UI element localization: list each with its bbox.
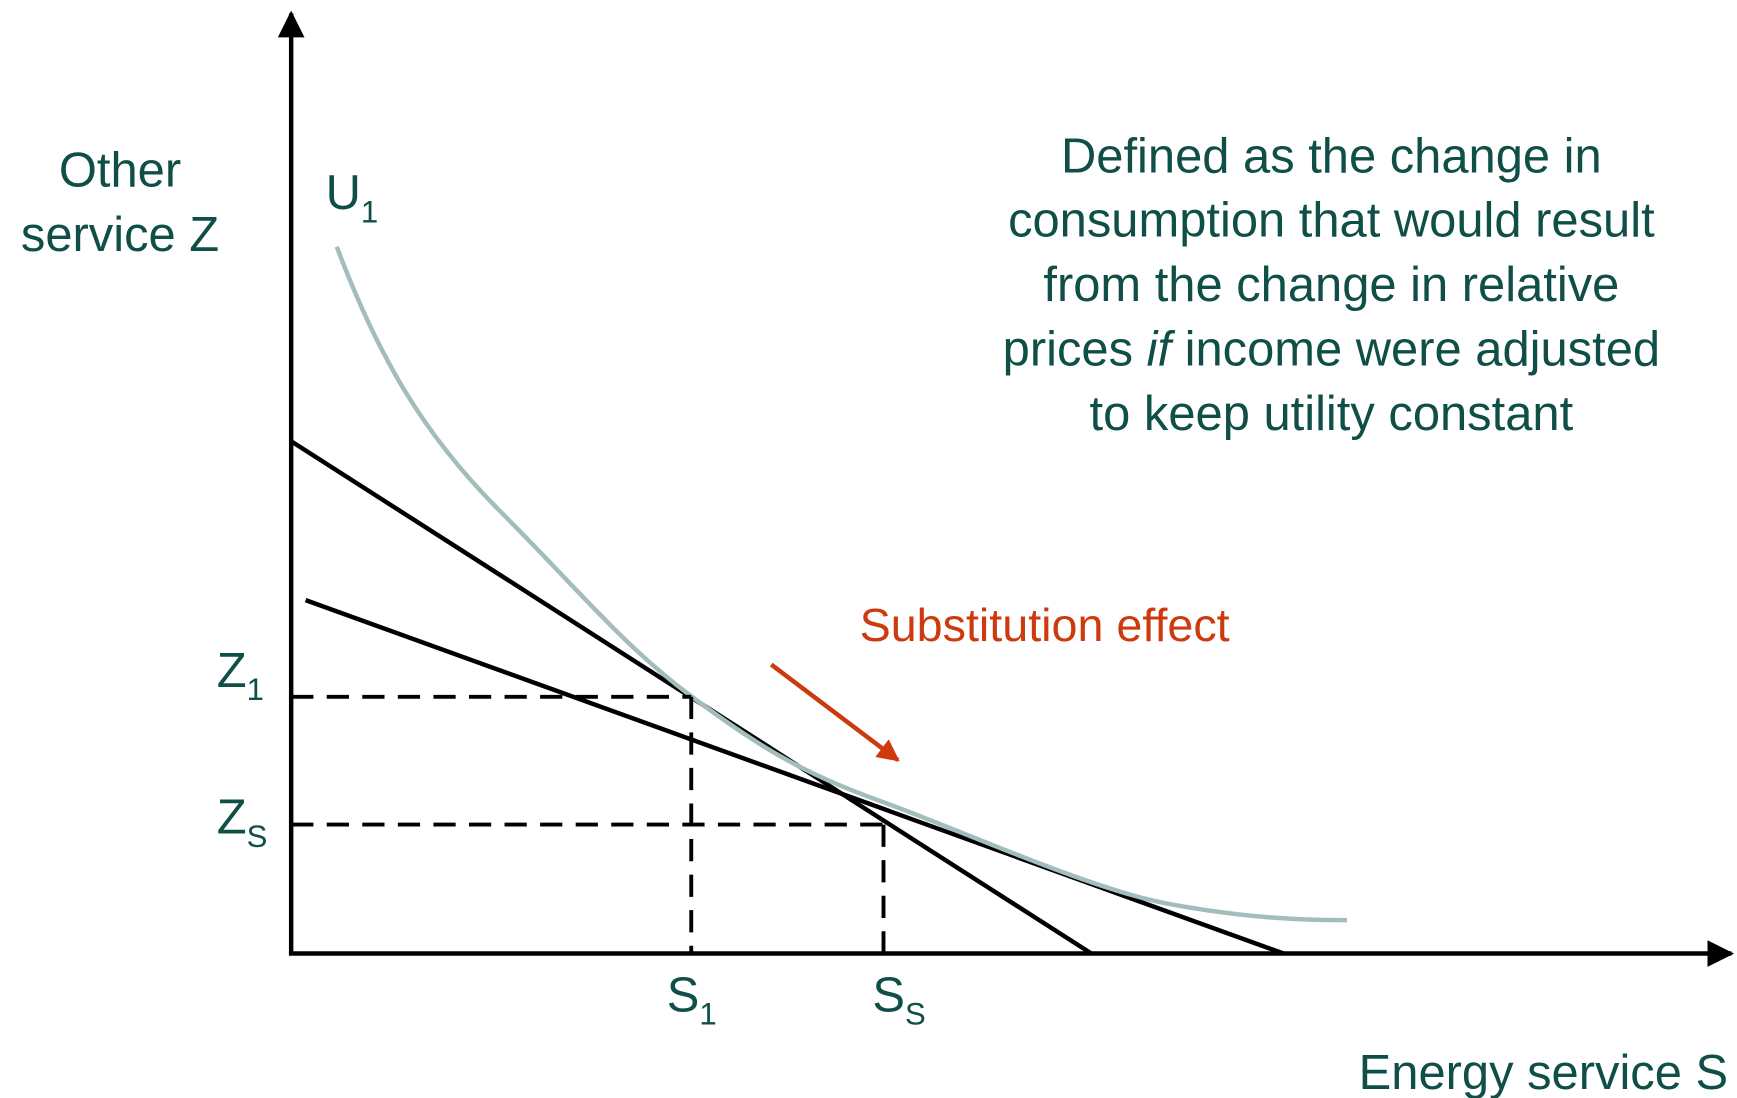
x-marker: SS <box>872 968 925 1031</box>
guides <box>291 694 886 954</box>
label-base: Z <box>217 644 247 698</box>
description-line: to keep utility constant <box>1090 387 1574 441</box>
y-axis-label: service Z <box>21 208 219 262</box>
label-sub: S <box>247 819 268 854</box>
curve-label: U1 <box>326 166 379 229</box>
label-base: Z <box>217 790 247 844</box>
description-line: from the change in relative <box>1043 258 1619 312</box>
description: Defined as the change in consumption tha… <box>1003 129 1660 441</box>
effect-arrow <box>769 662 900 762</box>
label-sub: 1 <box>247 672 264 707</box>
indifference-curve <box>334 245 1347 923</box>
text-segment: prices <box>1003 323 1147 377</box>
text-segment: income were adjusted <box>1171 323 1660 377</box>
label-sub: 1 <box>361 194 378 229</box>
y-marker: ZS <box>217 790 268 853</box>
label-sub: 1 <box>699 997 716 1032</box>
text-italic: if <box>1147 323 1176 377</box>
x-marker: S1 <box>667 968 717 1031</box>
label-base: S <box>872 968 905 1022</box>
description-line: consumption that would result <box>1008 194 1655 248</box>
description-line: Defined as the change in <box>1061 129 1602 183</box>
label-base: U <box>326 166 361 220</box>
description-line: prices if income were adjusted <box>1003 323 1660 377</box>
x-axis-label: Energy service S <box>1359 1046 1728 1098</box>
y-marker: Z1 <box>217 644 264 707</box>
label-base: S <box>667 968 700 1022</box>
budget-line <box>304 598 1285 956</box>
label-sub: S <box>905 997 926 1032</box>
y-axis-label: Other <box>59 144 181 198</box>
annotation: Substitution effect <box>860 599 1230 651</box>
